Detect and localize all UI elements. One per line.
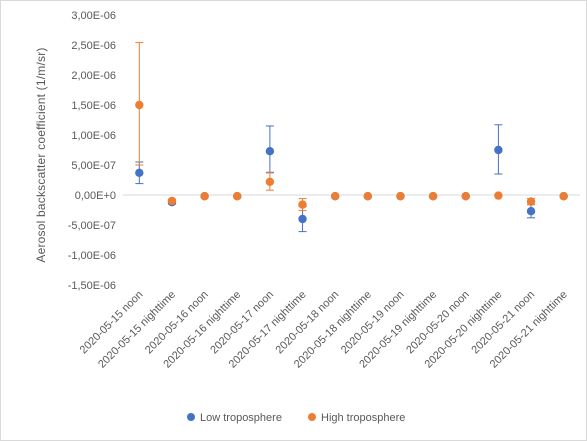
legend-marker-low-troposphere xyxy=(187,413,195,421)
point-high-troposphere xyxy=(135,100,144,110)
point-high-troposphere xyxy=(233,192,242,201)
error-bars xyxy=(135,42,536,233)
point-high-troposphere xyxy=(298,200,307,209)
y-tick-label: -1,50E-06 xyxy=(68,280,116,292)
y-tick-label: 2,50E-06 xyxy=(71,40,116,52)
point-high-troposphere xyxy=(167,196,177,206)
legend-marker-high-troposphere xyxy=(308,413,316,421)
y-tick-label: 1,00E-06 xyxy=(71,130,116,142)
y-axis-ticks: 3,00E-06 2,50E-06 2,00E-06 1,50E-06 1,00E-06… xyxy=(68,10,116,292)
point-high-troposphere xyxy=(461,192,470,201)
point-high-troposphere xyxy=(363,192,373,201)
y-tick-label: -1,00E-06 xyxy=(68,250,116,262)
point-high-troposphere xyxy=(330,192,340,201)
point-low-troposphere xyxy=(135,168,144,177)
y-tick-label: 5,00E-07 xyxy=(71,160,116,172)
point-high-troposphere xyxy=(200,192,209,201)
point-low-troposphere xyxy=(298,214,307,224)
legend: Low troposphere High troposphere xyxy=(187,412,405,424)
point-high-troposphere xyxy=(428,192,438,201)
point-high-troposphere xyxy=(265,177,275,186)
y-tick-label: 1,50E-06 xyxy=(71,100,116,112)
point-low-troposphere xyxy=(265,147,275,156)
y-tick-label: -5,00E-07 xyxy=(68,220,116,232)
y-axis-label: Aerosol backscatter coefficient (1/m/sr) xyxy=(34,47,48,262)
point-high-troposphere xyxy=(396,192,405,201)
point-high-troposphere xyxy=(494,191,503,200)
point-high-troposphere xyxy=(526,197,536,206)
data-points xyxy=(135,100,568,224)
y-tick-label: 3,00E-06 xyxy=(71,10,116,22)
legend-label-low-troposphere: Low troposphere xyxy=(200,412,282,424)
point-high-troposphere xyxy=(559,192,568,201)
point-low-troposphere xyxy=(494,145,503,155)
y-tick-label: 0,00E+0 xyxy=(75,190,116,202)
point-low-troposphere xyxy=(526,207,536,216)
y-tick-label: 2,00E-06 xyxy=(71,70,116,82)
legend-label-high-troposphere: High troposphere xyxy=(321,412,405,424)
